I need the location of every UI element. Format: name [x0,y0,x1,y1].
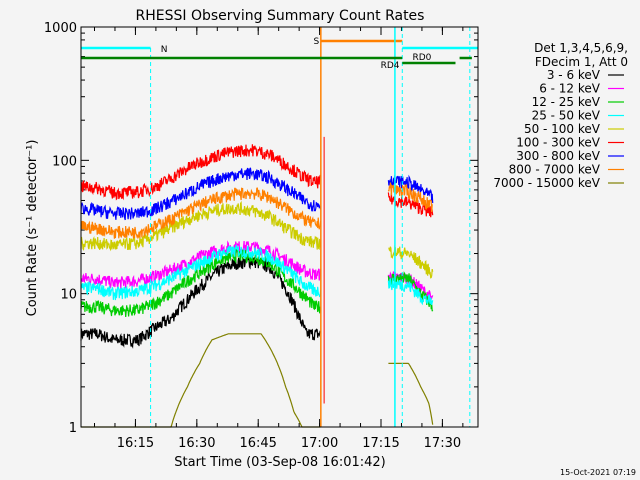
legend-entry: 7000 - 15000 keV [493,176,600,190]
x-axis-label: Start Time (03-Sep-08 16:01:42) [174,455,385,470]
night-label: N [161,45,168,55]
legend-entry: 50 - 100 keV [524,122,601,136]
timestamp: 15-Oct-2021 07:19 [560,468,636,477]
x-tick-label: 16:30 [178,436,215,451]
series-line [387,182,433,213]
x-tick-label: 16:45 [239,436,276,451]
series-line [80,187,322,240]
y-tick-label: 1 [69,421,77,436]
x-tick-label: 17:30 [424,436,461,451]
saa-label: S [313,37,319,47]
legend-entry: 6 - 12 keV [539,82,601,96]
legend-entry: 3 - 6 keV [547,68,601,82]
series-line [80,144,322,201]
x-tick-label: 17:15 [362,436,399,451]
series-line [387,174,434,204]
legend-entry: 800 - 7000 keV [509,163,601,177]
x-tick-label: 16:15 [117,436,154,451]
legend: Det 1,3,4,5,6,9,FDecim 1, Att 03 - 6 keV… [493,41,628,190]
legend-entry: 25 - 50 keV [532,109,601,123]
series-line [80,167,322,221]
y-tick-label: 10 [60,288,77,303]
y-axis-label: Count Rate (s⁻¹ detector⁻¹) [25,140,40,317]
rd0-label: RD0 [413,53,432,63]
legend-entry: 12 - 25 keV [532,95,601,109]
plot-frame [80,26,479,428]
series-line [80,244,322,301]
y-tick-label: 100 [52,154,77,169]
y-tick-label: 1000 [44,21,77,36]
series-line [388,362,434,425]
x-tick-label: 17:00 [301,436,338,451]
legend-entry: 100 - 300 keV [516,136,600,150]
legend-entry: 300 - 800 keV [516,149,600,163]
chart-title: RHESSI Observing Summary Count Rates [136,8,425,24]
legend-title: Det 1,3,4,5,6,9, [534,41,628,55]
rd4-label: RD4 [381,61,400,71]
legend-title: FDecim 1, Att 0 [535,55,628,69]
series-line [388,245,434,279]
series-line [387,277,434,306]
series-line [80,256,321,349]
series-line [80,200,322,252]
